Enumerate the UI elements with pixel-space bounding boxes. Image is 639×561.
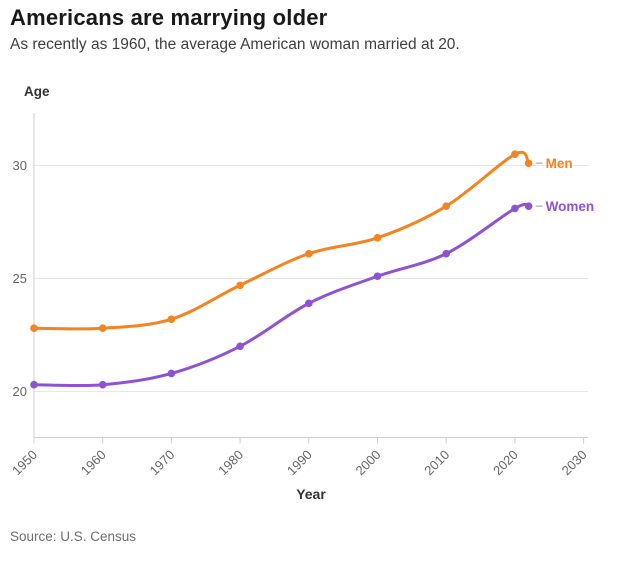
- y-axis-title: Age: [24, 84, 50, 99]
- x-tick-label-1950: 1950: [9, 447, 40, 478]
- x-tick-label-2030: 2030: [559, 447, 590, 478]
- data-point-women-2020: [511, 204, 519, 213]
- x-tick-label-2000: 2000: [353, 447, 384, 478]
- x-tick-label-1960: 1960: [78, 447, 109, 478]
- x-tick-label-2010: 2010: [421, 447, 452, 478]
- source-note: Source: U.S. Census: [10, 529, 137, 544]
- data-point-men-2020: [511, 150, 519, 158]
- data-point-women-2010: [442, 249, 451, 258]
- y-tick-label-20: 20: [13, 384, 27, 399]
- line-chart: 20 25 30 1950 1960 1970 1980 1990 2000 2010 2020 20…: [9, 113, 595, 478]
- data-point-men-1960: [98, 324, 107, 333]
- y-tick-label-25: 25: [13, 271, 27, 286]
- data-point-women-2000: [373, 272, 382, 281]
- series-label-women: Women: [546, 199, 595, 214]
- chart-title: Americans are marrying older: [10, 5, 328, 30]
- data-point-women-2022: [524, 202, 533, 210]
- data-point-men-1980: [236, 281, 244, 290]
- data-point-men-1970: [167, 315, 176, 323]
- data-point-men-2010: [442, 202, 451, 210]
- x-tick-label-1970: 1970: [146, 447, 177, 478]
- y-tick-label-30: 30: [13, 158, 27, 173]
- data-point-men-1990: [305, 249, 313, 258]
- series-line-women: [32, 202, 531, 388]
- data-point-men-2022: [524, 159, 533, 168]
- data-point-women-1960: [98, 380, 107, 389]
- x-tick-label-1990: 1990: [284, 447, 315, 478]
- x-tick-label-2020: 2020: [490, 447, 521, 478]
- data-point-women-1980: [236, 342, 244, 351]
- x-axis-title: Year: [296, 486, 326, 502]
- data-point-women-1970: [167, 369, 176, 378]
- series-line-men: [32, 150, 531, 331]
- data-point-men-2000: [373, 234, 382, 242]
- chart-subtitle: As recently as 1960, the average America…: [10, 36, 460, 53]
- series-label-men: Men: [546, 156, 573, 171]
- data-point-men-1950: [30, 324, 38, 333]
- x-tick-label-1980: 1980: [215, 447, 246, 478]
- data-point-women-1990: [305, 299, 313, 308]
- data-point-women-1950: [30, 380, 38, 389]
